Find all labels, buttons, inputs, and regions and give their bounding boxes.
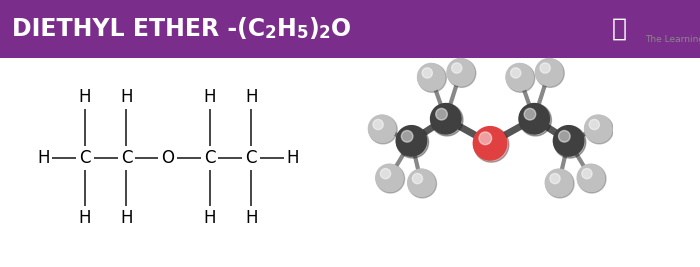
Circle shape — [407, 169, 435, 196]
Circle shape — [380, 168, 391, 179]
Circle shape — [397, 126, 428, 158]
Text: H: H — [245, 88, 258, 107]
Text: H: H — [204, 88, 216, 107]
Circle shape — [519, 104, 552, 136]
Circle shape — [536, 58, 563, 86]
FancyBboxPatch shape — [595, 1, 643, 57]
Text: C: C — [204, 148, 216, 167]
Circle shape — [376, 164, 402, 191]
Text: H: H — [276, 17, 297, 41]
Text: DIETHYL ETHER -(C: DIETHYL ETHER -(C — [12, 17, 265, 41]
Circle shape — [554, 126, 584, 156]
Text: The Learning App: The Learning App — [645, 34, 700, 44]
Text: O: O — [330, 17, 351, 41]
Circle shape — [412, 174, 423, 184]
Circle shape — [479, 132, 491, 145]
Circle shape — [435, 108, 447, 120]
Circle shape — [519, 104, 550, 134]
Circle shape — [376, 165, 405, 193]
Circle shape — [536, 59, 564, 87]
Circle shape — [422, 68, 433, 78]
Circle shape — [578, 165, 606, 193]
Circle shape — [401, 131, 413, 142]
Text: 2: 2 — [318, 24, 330, 42]
Circle shape — [584, 115, 612, 142]
Text: ): ) — [308, 17, 318, 41]
Circle shape — [510, 68, 521, 78]
Circle shape — [473, 127, 507, 160]
Text: H: H — [37, 148, 50, 167]
Text: C: C — [120, 148, 132, 167]
Circle shape — [452, 63, 462, 73]
Text: 5: 5 — [297, 24, 308, 42]
Circle shape — [589, 119, 599, 130]
Circle shape — [447, 58, 474, 86]
Circle shape — [369, 116, 397, 144]
Circle shape — [431, 104, 463, 136]
Text: H: H — [245, 209, 258, 227]
Circle shape — [506, 64, 533, 91]
Text: H: H — [120, 88, 132, 107]
Text: H: H — [120, 209, 132, 227]
Circle shape — [546, 170, 574, 198]
Circle shape — [506, 64, 535, 92]
Circle shape — [582, 168, 592, 179]
Circle shape — [408, 170, 437, 198]
Text: C: C — [246, 148, 257, 167]
Circle shape — [396, 126, 426, 156]
Circle shape — [545, 169, 573, 196]
Text: H: H — [286, 148, 299, 167]
Circle shape — [418, 64, 447, 92]
Text: H: H — [204, 209, 216, 227]
Circle shape — [550, 174, 560, 184]
Circle shape — [368, 115, 395, 142]
Circle shape — [447, 59, 476, 87]
Circle shape — [474, 127, 509, 162]
Text: H: H — [78, 209, 91, 227]
Bar — [0, 0, 700, 58]
Text: H: H — [78, 88, 91, 107]
Text: BYJU'S: BYJU'S — [645, 14, 700, 29]
Text: C: C — [79, 148, 90, 167]
Circle shape — [578, 164, 604, 191]
Text: ᗺ: ᗺ — [612, 17, 626, 41]
Circle shape — [373, 119, 384, 130]
Text: 2: 2 — [265, 24, 276, 42]
Circle shape — [540, 63, 550, 73]
Circle shape — [430, 104, 461, 134]
Circle shape — [524, 108, 536, 120]
Text: O: O — [162, 148, 174, 167]
Circle shape — [554, 126, 586, 158]
Circle shape — [585, 116, 613, 144]
Circle shape — [559, 131, 570, 142]
Circle shape — [417, 64, 444, 91]
